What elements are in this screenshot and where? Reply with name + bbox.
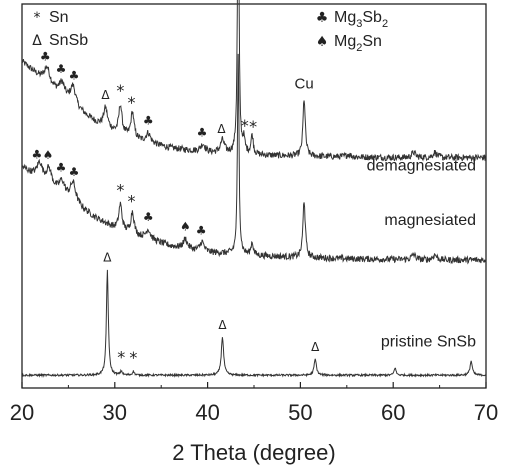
peak-annotation: Δ bbox=[217, 122, 226, 136]
legend-label-main: Mg bbox=[334, 9, 356, 26]
legend-symbol-3: ♠ bbox=[316, 34, 329, 50]
peak-annotation: * bbox=[117, 348, 125, 367]
legend-subscript: 2 bbox=[356, 42, 362, 54]
legend-label-main: Mg bbox=[334, 33, 356, 50]
series-group bbox=[21, 0, 487, 378]
x-axis-title: 2 Theta (degree) bbox=[172, 440, 335, 465]
legend-label-main: Sn bbox=[49, 9, 69, 26]
x-tick-label-20: 20 bbox=[10, 400, 34, 425]
peak-annotation: Cu bbox=[295, 76, 314, 93]
peak-annotation: Δ bbox=[218, 318, 227, 332]
series-label-pristine-SnSb: pristine SnSb bbox=[381, 333, 476, 350]
x-tick-label-60: 60 bbox=[381, 400, 405, 425]
legend-label-main: SnSb bbox=[49, 32, 88, 49]
legend-label-0: Sn bbox=[49, 9, 69, 26]
legend-symbol-1: Δ bbox=[32, 33, 42, 49]
legend-label-3: Mg2Sn bbox=[334, 33, 382, 54]
peak-annotation: ♣ bbox=[197, 125, 208, 139]
peak-annotation: ♣ bbox=[56, 62, 67, 76]
peak-annotation: Δ bbox=[311, 340, 320, 354]
peak-annotation: ♣ bbox=[31, 148, 42, 162]
series-label-magnesiated: magnesiated bbox=[384, 212, 476, 229]
legend-symbol-0: * bbox=[34, 10, 41, 26]
peak-annotation: ♣ bbox=[143, 114, 154, 128]
legend-symbol-2: ♣ bbox=[316, 10, 329, 26]
peak-annotation: ♣ bbox=[69, 165, 80, 179]
peak-annotation: Δ bbox=[101, 88, 110, 102]
legend-label-mid: Sb bbox=[362, 9, 382, 26]
legend-label-mid: Sn bbox=[362, 33, 382, 50]
peak-annotation: Δ bbox=[103, 251, 112, 265]
plot-frame bbox=[21, 3, 487, 389]
peak-annotation: * bbox=[116, 81, 124, 100]
series-labels: demagnesiated magnesiated pristine SnSb bbox=[367, 157, 477, 350]
peak-annotation: * bbox=[128, 192, 136, 211]
x-tick-label-70: 70 bbox=[474, 400, 498, 425]
peak-annotation: ♣ bbox=[69, 68, 80, 82]
peak-annotation: * bbox=[116, 180, 124, 199]
peak-annotation: ♠ bbox=[43, 148, 54, 162]
legend: * SnΔ SnSb♣ Mg3Sb2♠ Mg2Sn bbox=[32, 9, 388, 54]
series-line-demagnesiated bbox=[21, 0, 487, 163]
peak-annotation: ♠ bbox=[180, 219, 191, 233]
peak-annotation: ♣ bbox=[40, 50, 51, 64]
x-tick-label-30: 30 bbox=[103, 400, 127, 425]
peak-annotations: ♣♣♣Δ**♣♣Δ**CuCu♣♠♣♣**♣♠♣Δ**ΔΔ bbox=[31, 50, 320, 367]
peak-annotation: * bbox=[128, 93, 136, 112]
series-label-demagnesiated: demagnesiated bbox=[367, 157, 476, 174]
x-tick-label-50: 50 bbox=[288, 400, 312, 425]
peak-annotation: ♣ bbox=[56, 160, 67, 174]
x-tick-label-40: 40 bbox=[195, 400, 219, 425]
peak-annotation: ♣ bbox=[196, 223, 207, 237]
peak-annotation: ♣ bbox=[143, 210, 154, 224]
legend-subscript: 3 bbox=[356, 18, 362, 30]
legend-label-1: SnSb bbox=[49, 32, 88, 49]
legend-label-2: Mg3Sb2 bbox=[334, 9, 388, 30]
peak-annotation: * bbox=[129, 348, 137, 367]
peak-annotation: * bbox=[249, 117, 257, 136]
x-axis-ticks: 20 30 40 50 60 70 bbox=[10, 382, 498, 425]
peak-annotation: * bbox=[241, 116, 249, 135]
series-line-magnesiated bbox=[21, 53, 487, 265]
legend-subscript: 2 bbox=[382, 18, 388, 30]
series-line-pristine-SnSb bbox=[21, 269, 486, 378]
